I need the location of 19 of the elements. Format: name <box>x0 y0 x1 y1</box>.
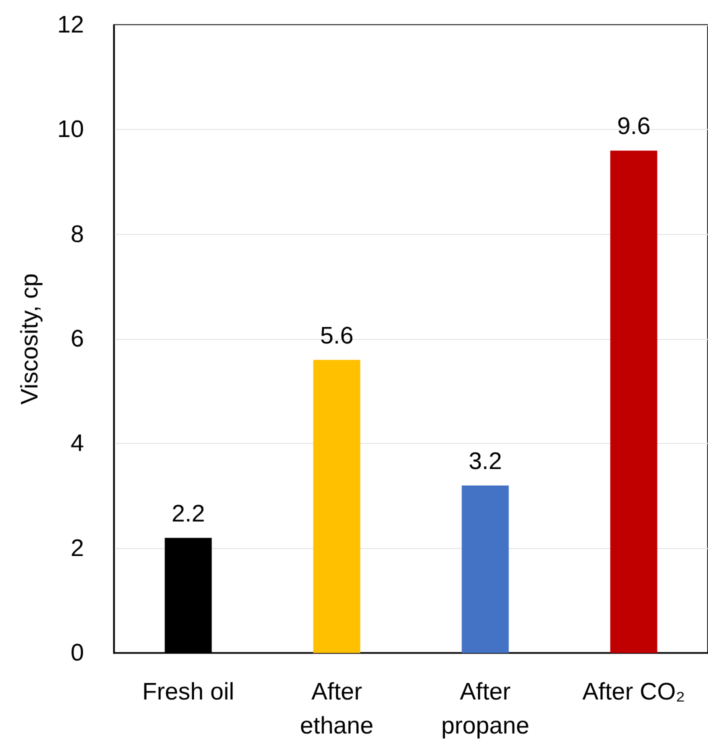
data-label: 2.2 <box>172 500 205 528</box>
y-tick-label: 10 <box>57 116 84 144</box>
x-tick-label: After propane <box>441 678 530 740</box>
y-tick-label: 6 <box>70 326 84 352</box>
y-axis-title: Viscosity, cp <box>16 273 44 405</box>
y-tick-label: 8 <box>70 220 84 248</box>
data-label: 9.6 <box>617 113 650 140</box>
data-label: 5.6 <box>320 322 354 350</box>
y-tick-label: 2 <box>70 534 84 562</box>
y-tick-label: 4 <box>70 430 84 458</box>
x-tick-label: After ethane <box>300 678 374 740</box>
data-label: 3.2 <box>468 448 502 476</box>
bar <box>313 360 360 653</box>
y-tick-label: 0 <box>70 640 84 666</box>
x-tick-label: After CO₂ <box>582 678 686 706</box>
bar <box>462 486 509 653</box>
x-tick-label: Fresh oil <box>142 678 234 706</box>
y-tick-label: 12 <box>57 12 84 38</box>
bar <box>610 150 658 653</box>
